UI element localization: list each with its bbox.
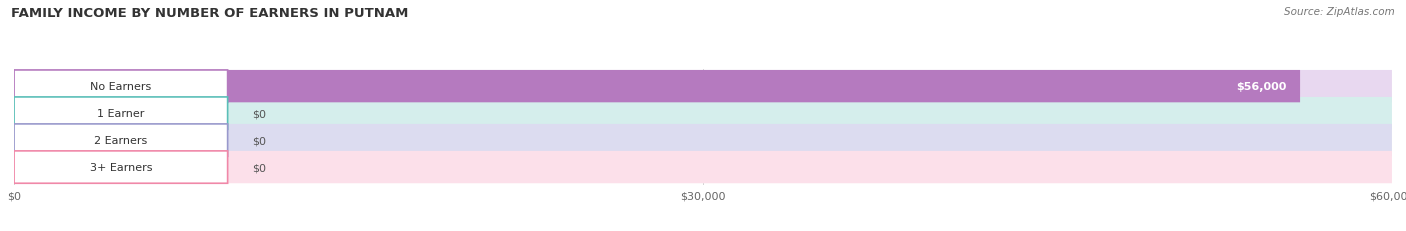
FancyBboxPatch shape xyxy=(14,97,228,130)
FancyBboxPatch shape xyxy=(14,124,228,157)
Text: 1 Earner: 1 Earner xyxy=(97,109,145,119)
FancyBboxPatch shape xyxy=(14,151,228,183)
Text: $56,000: $56,000 xyxy=(1236,82,1286,92)
Text: $0: $0 xyxy=(253,136,266,146)
FancyBboxPatch shape xyxy=(14,151,1392,183)
Text: No Earners: No Earners xyxy=(90,82,152,92)
FancyBboxPatch shape xyxy=(14,97,1392,130)
FancyBboxPatch shape xyxy=(14,124,193,157)
FancyBboxPatch shape xyxy=(14,71,228,103)
FancyBboxPatch shape xyxy=(14,71,1301,103)
FancyBboxPatch shape xyxy=(14,151,193,183)
FancyBboxPatch shape xyxy=(14,97,193,130)
FancyBboxPatch shape xyxy=(14,124,97,157)
Text: 3+ Earners: 3+ Earners xyxy=(90,162,152,172)
Text: FAMILY INCOME BY NUMBER OF EARNERS IN PUTNAM: FAMILY INCOME BY NUMBER OF EARNERS IN PU… xyxy=(11,7,409,20)
Text: $0: $0 xyxy=(253,109,266,119)
FancyBboxPatch shape xyxy=(14,151,97,183)
FancyBboxPatch shape xyxy=(14,97,97,130)
FancyBboxPatch shape xyxy=(14,71,1392,103)
Text: $0: $0 xyxy=(253,162,266,172)
Text: Source: ZipAtlas.com: Source: ZipAtlas.com xyxy=(1284,7,1395,17)
FancyBboxPatch shape xyxy=(14,124,1392,157)
Text: 2 Earners: 2 Earners xyxy=(94,136,148,146)
